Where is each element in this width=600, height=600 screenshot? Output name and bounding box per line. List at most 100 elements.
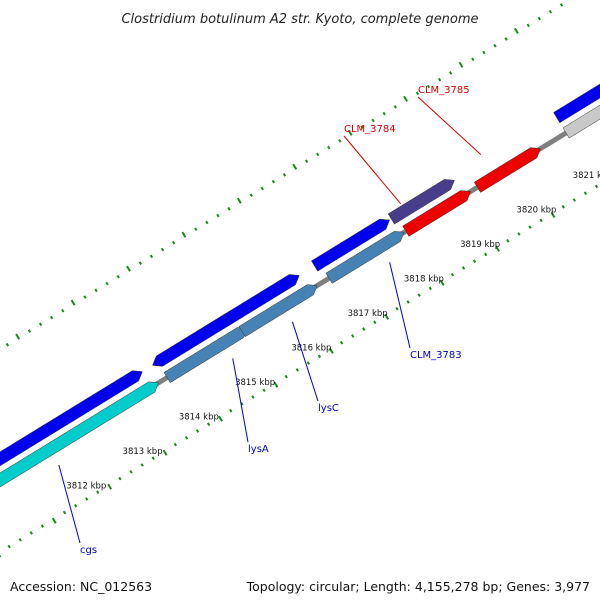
outer-tick xyxy=(5,342,10,347)
outer-tick xyxy=(94,288,98,293)
outer-tick xyxy=(437,77,442,82)
gene-track xyxy=(0,83,600,488)
label-leader xyxy=(389,262,411,349)
inner-tick xyxy=(96,490,100,494)
outer-tick xyxy=(126,265,131,272)
inner-tick xyxy=(339,340,344,345)
inner-tick xyxy=(206,422,211,427)
outer-tick xyxy=(83,295,87,299)
outer-tick xyxy=(171,240,176,245)
inner-tick xyxy=(517,232,521,236)
outer-tick xyxy=(316,152,320,157)
outer-tick xyxy=(304,159,309,164)
outer-tick xyxy=(227,206,231,211)
inner-tick xyxy=(273,381,279,388)
kbp-label: 3816 kbp xyxy=(291,344,331,354)
inner-tick xyxy=(528,225,532,229)
outer-tick xyxy=(160,247,165,252)
outer-tick xyxy=(15,333,21,340)
kbp-label: 3818 kbp xyxy=(404,275,444,285)
inner-tick xyxy=(73,503,78,508)
kbp-label: 3812 kbp xyxy=(66,482,106,492)
outer-tick xyxy=(559,3,564,7)
inner-tick xyxy=(51,517,57,524)
inner-tick xyxy=(439,279,445,286)
outer-tick-ring xyxy=(5,3,564,347)
inner-tick-ring xyxy=(0,184,599,558)
outer-tick xyxy=(292,163,298,170)
gene-label: lysA xyxy=(248,444,269,455)
gene-arrow xyxy=(473,147,541,193)
accession-text: Accession: NC_012563 xyxy=(10,579,153,594)
inner-tick xyxy=(395,306,399,311)
gene-arrow xyxy=(0,381,159,488)
outer-tick xyxy=(393,105,397,109)
outer-tick xyxy=(38,322,43,327)
inner-tick xyxy=(284,374,288,379)
inner-tick xyxy=(583,191,588,196)
outer-tick xyxy=(493,43,497,48)
outer-tick xyxy=(116,274,120,279)
inner-tick xyxy=(450,272,455,277)
label-leader xyxy=(58,464,81,544)
inner-tick xyxy=(129,469,133,474)
outer-tick xyxy=(205,220,209,225)
topology-text: Topology: circular; Length: 4,155,278 bp… xyxy=(246,579,590,594)
label-leader xyxy=(232,358,249,443)
outer-tick xyxy=(482,50,486,55)
gene-arrow xyxy=(152,312,233,367)
inner-tick xyxy=(594,184,599,189)
outer-tick xyxy=(403,95,408,102)
kbp-label: 3815 kbp xyxy=(235,378,275,388)
gene-label: CLM_3785 xyxy=(418,85,470,96)
inner-tick xyxy=(173,442,178,447)
inner-tick xyxy=(472,259,477,263)
inner-tick xyxy=(484,252,488,257)
gene-arrow xyxy=(0,370,143,467)
outer-tick xyxy=(105,281,109,286)
outer-tick xyxy=(282,173,287,177)
gene-label: CLM_3784 xyxy=(344,124,396,135)
kbp-label: 3817 kbp xyxy=(348,309,388,319)
outer-tick xyxy=(27,329,32,333)
gene-labels: cgs lysA lysC CLM_3783 CLM_3784 CLM_3785 xyxy=(58,85,482,556)
inner-tick xyxy=(317,354,322,359)
outer-tick xyxy=(271,179,275,184)
inner-tick xyxy=(328,347,334,354)
gene-arrow xyxy=(562,104,600,139)
kbp-label: 3814 kbp xyxy=(179,413,219,423)
inner-tick xyxy=(572,198,576,202)
gene-label: CLM_3783 xyxy=(410,350,462,361)
outer-tick xyxy=(360,125,364,130)
kbp-label: 3821 kbp xyxy=(573,171,600,181)
outer-tick xyxy=(382,111,386,116)
outer-tick xyxy=(70,299,76,306)
inner-tick xyxy=(229,408,233,413)
inner-tick xyxy=(461,266,466,270)
inner-tick xyxy=(262,388,266,393)
outer-tick xyxy=(426,84,431,89)
inner-tick xyxy=(251,395,255,399)
inner-tick xyxy=(351,334,355,338)
outer-tick xyxy=(513,27,519,34)
inner-tick xyxy=(406,300,410,304)
inner-tick xyxy=(85,497,89,501)
inner-tick xyxy=(162,449,168,456)
kbp-label: 3813 kbp xyxy=(123,447,163,457)
outer-tick xyxy=(260,186,264,191)
outer-tick xyxy=(50,315,54,320)
inner-tick xyxy=(561,204,565,209)
inner-tick xyxy=(362,327,366,331)
inner-tick xyxy=(18,537,22,542)
label-leader xyxy=(417,96,482,156)
inner-tick xyxy=(151,456,155,461)
outer-tick xyxy=(149,254,154,259)
outer-tick xyxy=(347,129,353,136)
inner-tick xyxy=(140,463,144,467)
outer-tick xyxy=(458,61,464,68)
gene-label: lysC xyxy=(318,403,339,414)
gene-arrow xyxy=(325,231,405,284)
outer-tick xyxy=(471,57,475,62)
inner-tick xyxy=(428,286,432,291)
